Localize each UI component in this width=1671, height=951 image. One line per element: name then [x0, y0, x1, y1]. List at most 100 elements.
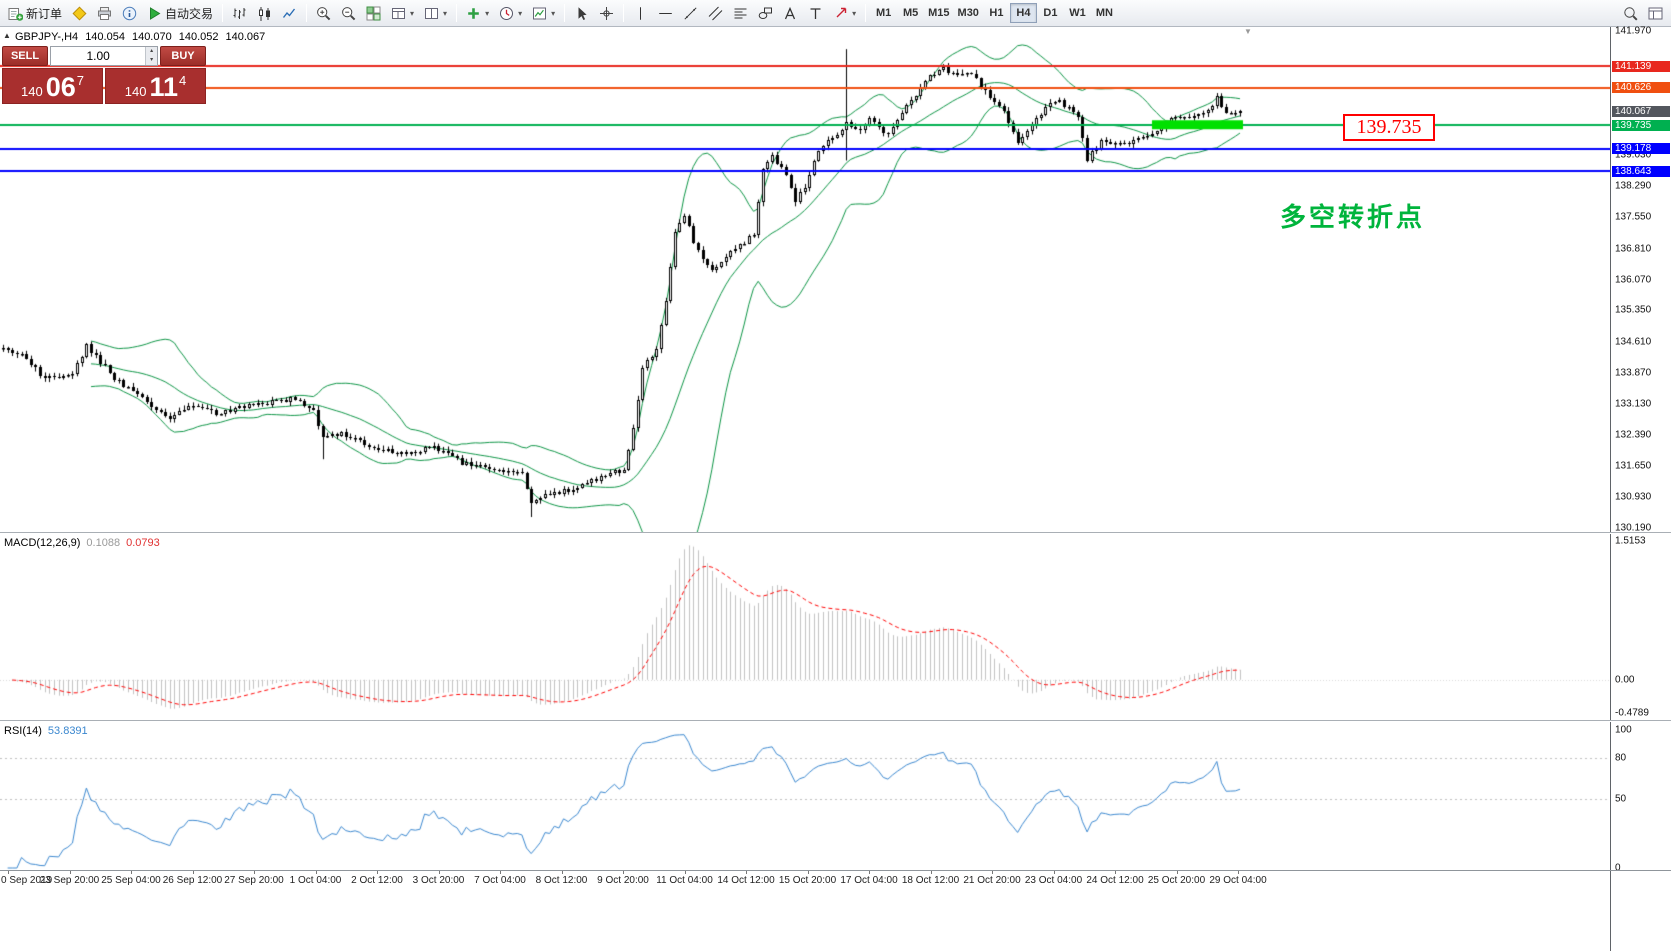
time-axis-tick [316, 871, 317, 874]
zoomout-icon [341, 6, 356, 21]
new-order-button[interactable]: 新订单 [3, 2, 67, 24]
time-axis-tick [377, 871, 378, 874]
trend-line-button[interactable] [678, 2, 703, 24]
volume-down-button[interactable]: ▾ [146, 56, 157, 65]
time-axis-label: 1 Oct 04:00 [289, 875, 342, 886]
crosshair-button[interactable] [594, 2, 619, 24]
sell-button[interactable]: SELL [2, 46, 48, 66]
period-menu-button[interactable]: ▾ [494, 2, 527, 24]
price-axis-tick: 141.970 [1615, 25, 1652, 37]
candle-icon [257, 6, 272, 21]
info-icon [122, 6, 137, 21]
text-label-button[interactable] [803, 2, 828, 24]
time-axis-label: 8 Oct 12:00 [535, 875, 588, 886]
zoomin-icon [316, 6, 331, 21]
one-click-trade-panel: SELL ▴ ▾ BUY 140 06 7 140 [2, 46, 206, 104]
chart-shift-marker-icon: ▼ [1244, 27, 1252, 36]
toolbar-separator [222, 4, 224, 22]
macd-canvas[interactable] [0, 534, 1610, 720]
textT-icon [808, 6, 823, 21]
tile-icon [366, 6, 381, 21]
chevron-down-icon: ▾ [518, 8, 523, 18]
timeframe-m5-button[interactable]: M5 [902, 7, 919, 19]
timeframe-m30-button[interactable]: M30 [957, 7, 979, 19]
template-icon [532, 6, 547, 21]
hline-icon [658, 6, 673, 21]
bars-icon [232, 6, 247, 21]
rsi-axis-label: 100 [1615, 724, 1632, 736]
sell-price-sup: 7 [76, 73, 84, 88]
market-watch-button[interactable] [92, 2, 117, 24]
timeframe-m1-button[interactable]: M1 [875, 7, 892, 19]
ohlc-close: 140.067 [225, 31, 266, 43]
price-axis[interactable]: 141.970 139.030 138.290 137.550 136.810 136.0… [1610, 25, 1671, 951]
bar-chart-button[interactable] [227, 2, 252, 24]
search-button[interactable] [1618, 2, 1643, 24]
zoom-out-button[interactable] [336, 2, 361, 24]
ohlc-low: 140.052 [178, 31, 219, 43]
buy-price-display[interactable]: 140 11 4 [105, 68, 206, 104]
arrange-layout-button[interactable]: ▾ [386, 2, 419, 24]
price-chart-canvas[interactable] [0, 27, 1610, 532]
candlestick-chart-button[interactable] [252, 2, 277, 24]
ohlc-high: 140.070 [131, 31, 172, 43]
fibo-icon [733, 6, 748, 21]
time-axis-label: 7 Oct 04:00 [474, 875, 526, 886]
timeframe-mn-button[interactable]: MN [1095, 7, 1113, 19]
toolbar-separator [306, 4, 308, 22]
timeframe-w1-button[interactable]: W1 [1069, 7, 1086, 19]
add-indicator-button[interactable]: ▾ [461, 2, 494, 24]
equidistant-channel-button[interactable] [703, 2, 728, 24]
time-axis-label: 25 Sep 04:00 [101, 875, 161, 886]
clock-icon [499, 6, 514, 21]
fibonacci-button[interactable] [728, 2, 753, 24]
rsi-canvas[interactable] [0, 722, 1610, 870]
window-panels-button[interactable] [1643, 2, 1668, 24]
arrows-button[interactable]: ▾ [828, 2, 861, 24]
timeframe-m15-button[interactable]: M15 [928, 7, 950, 19]
shapes-button[interactable] [753, 2, 778, 24]
macd-name: MACD(12,26,9) [4, 537, 81, 549]
chevron-down-icon: ▾ [485, 8, 490, 18]
volume-spinner: ▴ ▾ [145, 47, 157, 65]
time-axis-label: 3 Oct 20:00 [412, 875, 465, 886]
current-price-label: 140.067 [1612, 105, 1670, 117]
horizontal-line-button[interactable] [653, 2, 678, 24]
timeframe-d1-button[interactable]: D1 [1043, 7, 1058, 19]
arrange-layout-alt-button[interactable]: ▾ [419, 2, 452, 24]
sell-price-display[interactable]: 140 06 7 [2, 68, 103, 104]
time-axis[interactable]: 0 Sep 2019 23 Sep 20:00 25 Sep 04:00 26 Sep… [0, 871, 1610, 889]
timeframe-h1-button[interactable]: H1 [989, 7, 1004, 19]
price-level-label: 141.139 [1612, 60, 1670, 72]
toolbar-separator [456, 4, 458, 22]
price-chart-panel: ▲ GBPJPY-,H4 140.054 140.070 140.052 140… [0, 27, 1610, 532]
text-button[interactable] [778, 2, 803, 24]
volume-input[interactable] [51, 47, 146, 65]
zoom-in-button[interactable] [311, 2, 336, 24]
vertical-line-button[interactable] [628, 2, 653, 24]
price-axis-tick: 132.390 [1615, 429, 1652, 441]
line-chart-button[interactable] [277, 2, 302, 24]
panel-splitter[interactable] [0, 532, 1671, 534]
channel-icon [708, 6, 723, 21]
volume-up-button[interactable]: ▴ [146, 47, 157, 56]
template-menu-button[interactable]: ▾ [527, 2, 560, 24]
turning-point-annotation[interactable]: 多空转折点 [1280, 202, 1426, 232]
tile-windows-button[interactable] [361, 2, 386, 24]
price-level-label: 139.735 [1612, 119, 1670, 131]
buy-button[interactable]: BUY [160, 46, 206, 66]
charts-toggle-button[interactable] [67, 2, 92, 24]
data-window-button[interactable] [117, 2, 142, 24]
cursor-button[interactable] [569, 2, 594, 24]
price-axis-tick: 139.030 [1615, 149, 1652, 161]
autotrading-button[interactable]: 自动交易 [142, 2, 218, 24]
time-axis-tick [931, 871, 932, 874]
ohlc-open: 140.054 [85, 31, 125, 43]
search-icon [1623, 6, 1638, 21]
timeframe-h4-button[interactable]: H4 [1009, 3, 1037, 23]
price-callout-annotation[interactable]: 139.735 [1343, 114, 1435, 141]
one-click-toggle[interactable]: ▲ [3, 31, 11, 40]
plus-icon [466, 6, 481, 21]
panel-splitter[interactable] [0, 720, 1671, 722]
main-toolbar: 新订单 自动交易 ▾ ▾ ▾ ▾ ▾ ▾ M1 M5 M15 M30 H1 H4 D1 W1 MN [0, 0, 1671, 27]
